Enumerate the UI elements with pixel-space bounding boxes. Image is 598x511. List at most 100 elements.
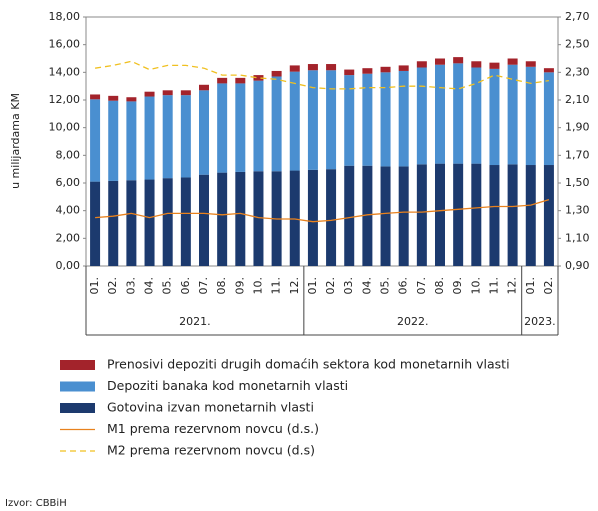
x-tick-label: 09.	[451, 277, 464, 295]
x-tick-label: 08.	[215, 277, 228, 295]
x-tick-label: 05.	[161, 277, 174, 295]
bar-segment	[344, 165, 355, 266]
x-tick-label: 09.	[233, 277, 246, 295]
bar-segment	[289, 170, 300, 266]
bar-segment	[435, 64, 445, 164]
bar-segment	[344, 75, 355, 166]
x-tick-label: 12.	[288, 277, 301, 295]
bar-segment	[380, 72, 391, 167]
x-tick-label: 06.	[179, 277, 192, 295]
x-tick-label: 12.	[506, 277, 519, 295]
bar-segment	[489, 62, 500, 69]
bar-segment	[307, 70, 318, 170]
x-tick-label: 02.	[324, 277, 337, 295]
bar-segment	[307, 64, 318, 71]
x-tick-label: 06.	[397, 277, 410, 295]
legend-label: Prenosivi depoziti drugih domaćih sektor…	[107, 357, 510, 372]
bar-segment	[90, 94, 101, 100]
bar-segment	[326, 169, 337, 266]
x-tick-label: 10.	[251, 277, 264, 295]
bar-segment	[489, 165, 500, 266]
x-tick-label: 01.	[88, 277, 101, 295]
y2-tick-label: 1,70	[565, 148, 590, 161]
x-tick-label: 07.	[415, 277, 428, 295]
bar-segment	[525, 165, 536, 266]
y-tick-label: 6,00	[56, 176, 81, 189]
bar-segment	[453, 163, 464, 266]
x-tick-label: 04.	[360, 277, 373, 295]
bar-segment	[180, 90, 191, 96]
bar-segment	[362, 68, 373, 74]
bar-segment	[507, 164, 518, 266]
line-series	[95, 198, 550, 223]
bar-segment	[271, 76, 282, 172]
bar-segment	[453, 63, 464, 164]
bar-segment	[253, 171, 264, 266]
bar-segment	[199, 84, 209, 91]
y2-tick-label: 1,90	[565, 121, 590, 134]
bar-segment	[289, 71, 300, 171]
x-tick-label: 02.	[542, 277, 555, 295]
bar-segment	[489, 68, 500, 166]
plot-frame	[85, 16, 559, 267]
bar-segment	[507, 64, 518, 165]
bar-segment	[416, 164, 427, 266]
legend-label: Gotovina izvan monetarnih vlasti	[107, 400, 314, 415]
x-tick-label: 11.	[270, 277, 283, 295]
bar-segment	[144, 91, 155, 97]
y-tick-label: 16,00	[49, 38, 81, 51]
bar-segment	[253, 80, 264, 172]
bar-segment	[362, 165, 373, 266]
y-tick-label: 8,00	[56, 148, 81, 161]
bar-segment	[90, 99, 101, 182]
y2-tick-label: 1,10	[565, 231, 590, 244]
legend-swatch	[60, 360, 95, 370]
bar-segment	[398, 70, 409, 167]
y-tick-label: 10,00	[49, 121, 81, 134]
bar-segment	[289, 65, 300, 72]
bar-segment	[398, 65, 409, 71]
bar-segment	[416, 61, 427, 68]
x-tick-label: 01.	[524, 277, 537, 295]
bar-segment	[380, 166, 391, 266]
legend-label: Depoziti banaka kod monetarnih vlasti	[107, 378, 348, 393]
bar-segment	[344, 69, 355, 76]
bar-segment	[217, 83, 228, 173]
line-series	[95, 60, 549, 90]
bar-segment	[253, 75, 264, 81]
y2-tick-label: 0,90	[565, 259, 590, 272]
bar-segment	[235, 77, 246, 84]
y2-tick-label: 2,70	[565, 10, 590, 23]
y-tick-label: 4,00	[56, 204, 81, 217]
bar-segment	[144, 179, 155, 266]
bar-segment	[108, 95, 119, 101]
bar-segment	[126, 101, 137, 181]
bar-segment	[398, 166, 409, 266]
x-tick-label: 01.	[306, 277, 319, 295]
bar-segment	[162, 178, 173, 266]
bar-segment	[471, 163, 482, 266]
x-tick-label: 10.	[469, 277, 482, 295]
x-tick-label: 11.	[487, 277, 500, 295]
bar-segment	[199, 174, 209, 266]
x-tick-label: 04.	[143, 277, 156, 295]
x-tick-label: 03.	[124, 277, 137, 295]
y-tick-label: 18,00	[49, 10, 81, 23]
bar-segment	[307, 169, 318, 266]
bar-segment	[471, 67, 482, 164]
bar-segment	[543, 165, 554, 266]
legend-swatch	[60, 403, 95, 413]
group-label: 2021.	[179, 315, 211, 328]
y2-tick-label: 2,50	[565, 38, 590, 51]
y-tick-label: 2,00	[56, 231, 81, 244]
legend-label: M2 prema rezervnom novcu (d.s)	[107, 443, 315, 458]
y-tick-label: 0,00	[56, 259, 81, 272]
bar-segment	[108, 180, 119, 266]
bar-segment	[435, 58, 445, 65]
x-tick-label: 03.	[342, 277, 355, 295]
bar-segment	[90, 181, 101, 266]
y2-tick-label: 2,10	[565, 93, 590, 106]
y2-tick-label: 2,30	[565, 65, 590, 78]
bar-segment	[180, 177, 191, 266]
